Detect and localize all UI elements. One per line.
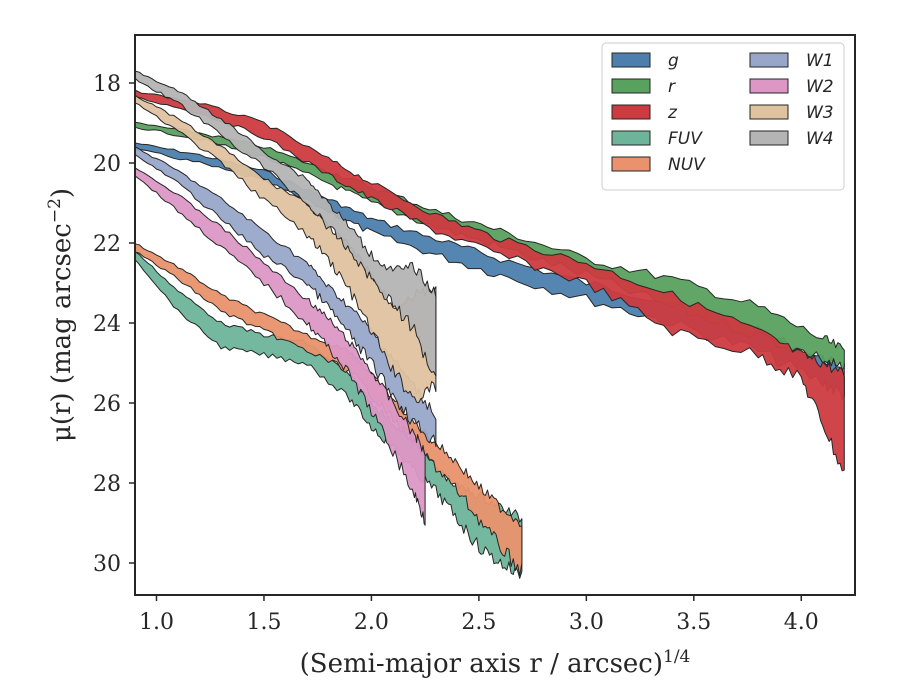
x-tick-label: 3.0	[569, 610, 604, 635]
x-tick-label: 1.5	[246, 610, 281, 635]
x-axis-label: (Semi-major axis r / arcsec)1/4	[300, 647, 691, 679]
legend-label-w1: W1	[806, 51, 834, 71]
x-tick-label: 3.5	[676, 610, 711, 635]
legend-label-w4: W4	[806, 129, 834, 149]
legend-swatch-r	[611, 78, 651, 94]
legend-swatch-w4	[749, 130, 789, 146]
band-z	[134, 89, 845, 472]
legend-label-r: r	[668, 77, 676, 97]
legend-label-nuv: NUV	[668, 155, 706, 175]
legend-label-z: z	[667, 103, 678, 123]
legend-swatch-w3	[749, 104, 789, 120]
x-axis-label-main: (Semi-major axis r / arcsec)	[300, 649, 663, 679]
y-tick-label: 24	[93, 312, 121, 337]
x-tick-label: 4.0	[784, 610, 819, 635]
legend-label-fuv: FUV	[668, 129, 703, 149]
legend-swatch-g	[611, 52, 651, 68]
legend-swatch-z	[611, 104, 651, 120]
y-axis-label-main: μ(r) (mag arcsec	[47, 223, 77, 442]
y-tick-label: 18	[93, 72, 121, 97]
y-axis-label: μ(r) (mag arcsec−2)	[45, 188, 77, 442]
band-w3	[134, 94, 437, 404]
legend-swatch-w2	[749, 78, 789, 94]
band-w4	[134, 70, 437, 377]
x-tick-label: 2.0	[354, 610, 389, 635]
legend-label-w2: W2	[806, 77, 834, 97]
legend-swatch-fuv	[611, 130, 651, 146]
y-tick-label: 20	[93, 152, 121, 177]
legend-swatch-w1	[749, 52, 789, 68]
band-w1	[134, 146, 437, 448]
band-w2	[134, 167, 426, 526]
y-axis-ticks: 18 20 22 24 26 28 30	[93, 72, 135, 577]
y-tick-label: 30	[93, 552, 121, 577]
y-axis-label-exponent: −2	[45, 198, 65, 223]
y-tick-label: 26	[93, 392, 121, 417]
y-tick-label: 22	[93, 232, 121, 257]
y-axis-label-close: )	[47, 188, 77, 198]
plot-frame	[134, 34, 856, 596]
legend-label-g: g	[668, 51, 679, 71]
x-tick-label: 2.5	[461, 610, 496, 635]
x-axis-ticks: 1.0 1.5 2.0 2.5 3.0 3.5 4.0	[139, 595, 819, 635]
legend-swatch-nuv	[611, 156, 651, 172]
band-layer	[134, 70, 845, 579]
x-tick-label: 1.0	[139, 610, 174, 635]
y-tick-label: 28	[93, 472, 121, 497]
x-axis-label-exponent: 1/4	[663, 647, 690, 667]
legend-label-w3: W3	[806, 103, 834, 123]
band-nuv	[134, 243, 523, 576]
legend: grz FUV NUV W1 W2 W3 W4	[601, 42, 845, 191]
